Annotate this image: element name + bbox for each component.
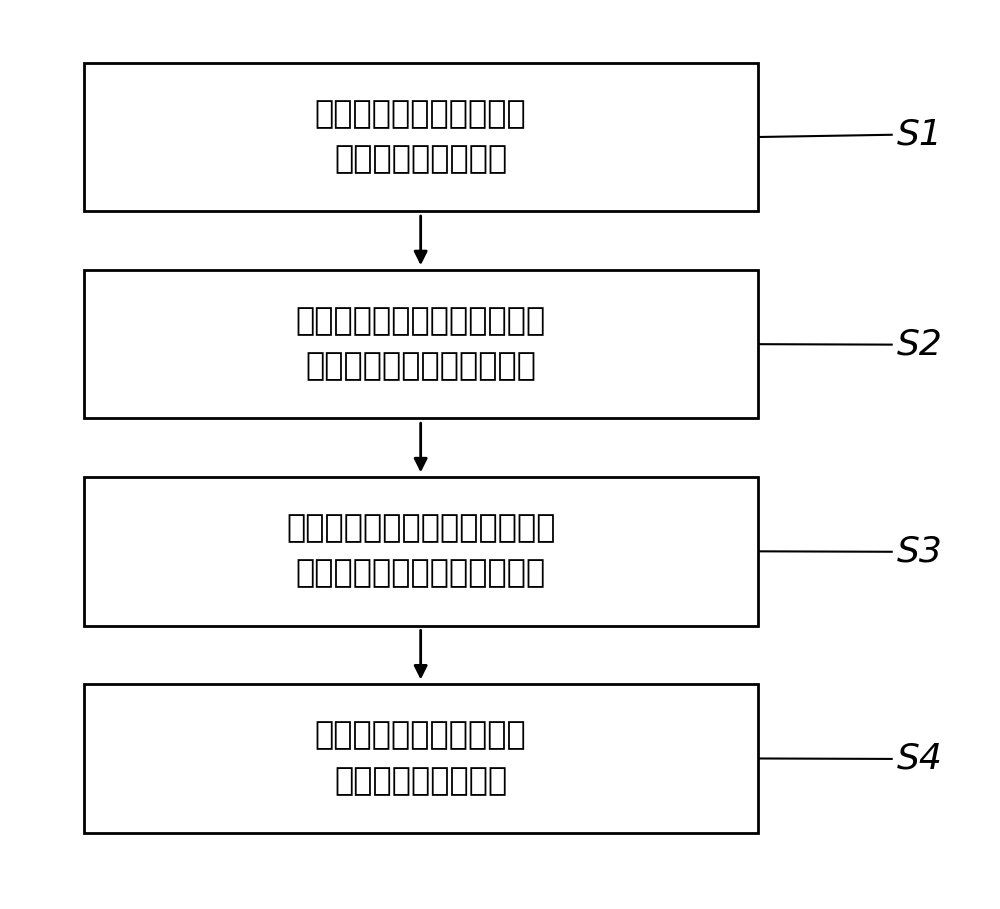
Text: 建立机组热负荷和电负荷
之间的折算关系模型: 建立机组热负荷和电负荷 之间的折算关系模型: [315, 99, 527, 175]
Text: 基于映射模型结合实际运行参数
进行主蒸汽压力实时滚动优化: 基于映射模型结合实际运行参数 进行主蒸汽压力实时滚动优化: [286, 513, 555, 590]
Text: S4: S4: [897, 742, 943, 776]
FancyBboxPatch shape: [84, 270, 758, 418]
FancyBboxPatch shape: [84, 63, 758, 211]
Text: 输出优化结果到机组控制
系统以控制机组运行: 输出优化结果到机组控制 系统以控制机组运行: [315, 720, 527, 796]
Text: S3: S3: [897, 534, 943, 569]
Text: S2: S2: [897, 327, 943, 362]
FancyBboxPatch shape: [84, 684, 758, 833]
Text: 建立折算后的热电总负荷和主
蒸汽压力优化值的映射模型: 建立折算后的热电总负荷和主 蒸汽压力优化值的映射模型: [296, 306, 546, 383]
Text: S1: S1: [897, 118, 943, 152]
FancyBboxPatch shape: [84, 477, 758, 625]
